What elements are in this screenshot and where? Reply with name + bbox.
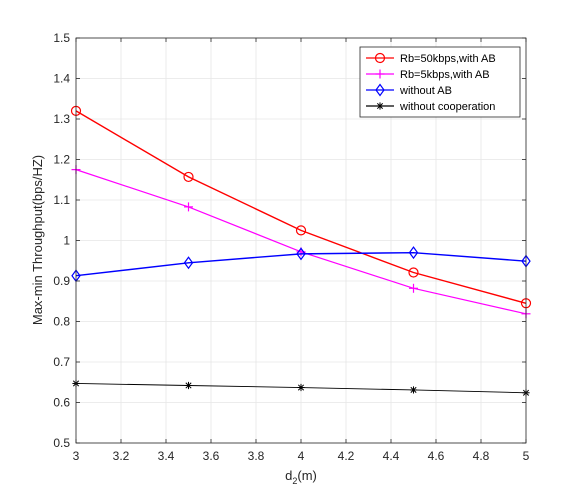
x-tick-label: 3.8 (248, 449, 265, 463)
legend-marker (376, 102, 384, 110)
x-tick-label: 3.4 (158, 449, 175, 463)
legend-item: without cooperation (366, 101, 495, 113)
x-axis-label-main: d (285, 468, 292, 483)
x-tick-label: 4.4 (383, 449, 400, 463)
legend-box (359, 46, 521, 118)
legend-label: Rb=50kbps,with AB (400, 53, 496, 65)
legend-label: Rb=5kbps,with AB (400, 69, 490, 81)
data-point (408, 246, 419, 260)
x-tick-label: 4.8 (473, 449, 490, 463)
asterisk-stroke (376, 102, 384, 110)
y-tick-label: 1.1 (53, 193, 70, 207)
axis-labels: Max-min Throughput(bps/HZ) d2(m) (30, 155, 317, 486)
series-layer (70, 105, 532, 397)
data-point (409, 386, 418, 394)
y-tick-label: 0.7 (53, 355, 70, 369)
y-tick-label: 0.8 (53, 315, 70, 329)
y-tick-label: 1.2 (53, 153, 70, 167)
legend-label: without AB (399, 85, 452, 97)
series-line (75, 251, 527, 277)
y-tick-label: 1.4 (53, 72, 70, 86)
data-point (183, 256, 194, 270)
y-axis-label: Max-min Throughput(bps/HZ) (30, 155, 45, 325)
data-point (184, 202, 193, 212)
x-tick-label: 3.6 (203, 449, 220, 463)
asterisk-stroke (297, 384, 305, 391)
legend: Rb=50kbps,with AB Rb=5kbps,with AB without… (359, 46, 521, 118)
x-tick-label: 4.2 (338, 449, 355, 463)
axis-ticks: 3 3.2 3.4 3.6 3.8 4 4.2 4.4 4.6 4.8 5 0.5 0.6 0.7 0.8 0… (53, 31, 529, 463)
data-point (408, 267, 419, 278)
y-tick-label: 0.5 (53, 436, 70, 450)
data-point (297, 383, 305, 392)
legend-label: without cooperation (399, 101, 495, 113)
y-tick-label: 1.5 (53, 31, 70, 45)
series-line (75, 110, 527, 304)
asterisk-stroke (185, 382, 192, 389)
y-tick-label: 0.9 (53, 274, 70, 288)
y-tick-label: 1.3 (53, 112, 70, 126)
x-tick-label: 3 (73, 449, 80, 463)
y-tick-label: 0.6 (53, 396, 70, 410)
x-tick-label: 4 (298, 449, 305, 463)
y-tick-label: 1 (63, 234, 70, 248)
data-point (183, 171, 194, 183)
x-tick-label: 3.2 (113, 449, 130, 463)
asterisk-stroke (410, 386, 417, 393)
x-axis-label-subscript: 2 (292, 476, 297, 486)
data-point (184, 381, 193, 390)
data-point (295, 225, 307, 236)
x-axis-label-suffix: (m) (297, 468, 317, 483)
legend-marker (375, 69, 385, 79)
legend-marker (375, 83, 385, 97)
data-point (296, 247, 306, 261)
x-tick-label: 5 (523, 449, 530, 463)
data-point (409, 283, 418, 293)
legend-item: Rb=50kbps,with AB (366, 52, 496, 65)
legend-item: without AB (366, 83, 452, 97)
x-axis-label: d2(m) (285, 468, 317, 486)
legend-item: Rb=5kbps,with AB (366, 69, 490, 81)
x-tick-label: 4.6 (428, 449, 445, 463)
legend-marker (374, 52, 386, 64)
